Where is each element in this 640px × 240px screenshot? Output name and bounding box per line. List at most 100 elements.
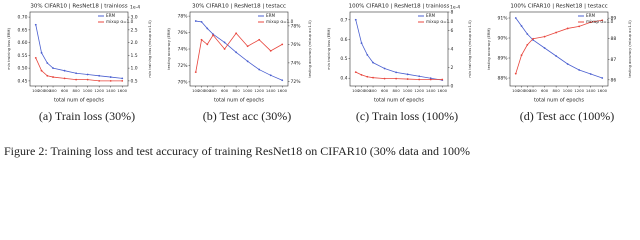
y-axis-label: min training loss (ERM) <box>7 28 11 70</box>
subcaption: (d) Test acc (100%) <box>520 109 615 123</box>
data-point <box>526 33 529 35</box>
data-point <box>589 73 592 75</box>
x-tick-label: 200 <box>358 88 366 93</box>
data-point <box>360 74 363 76</box>
data-point <box>200 38 203 41</box>
x-tick-label: 800 <box>552 88 560 93</box>
data-point <box>281 79 284 82</box>
data-point <box>543 35 546 38</box>
data-point <box>34 57 37 59</box>
series-line <box>195 20 283 81</box>
figure-caption: Figure 2: Training loss and test accurac… <box>4 144 470 158</box>
data-point <box>194 20 197 22</box>
data-point <box>589 21 592 24</box>
y2-tick-label: 87 <box>611 57 617 63</box>
data-point <box>194 71 197 74</box>
x-tick-label: 1000 <box>563 88 573 93</box>
y-tick-label: 88% <box>497 76 508 82</box>
x-tick-label: 1400 <box>266 88 276 93</box>
data-point <box>406 73 409 76</box>
data-point <box>566 63 569 65</box>
y2-tick-label: 0 <box>451 84 454 90</box>
data-point <box>34 23 37 26</box>
x-tick-label: 1600 <box>277 88 287 93</box>
x-tick-label: 300 <box>204 88 212 93</box>
y-tick-label: 0.55 <box>17 53 27 59</box>
x-tick-label: 1000 <box>403 88 413 93</box>
data-point <box>514 17 517 19</box>
x-tick-label: 1200 <box>574 88 584 93</box>
series-line <box>195 32 283 73</box>
x-tick-label: 1600 <box>117 88 127 93</box>
y-tick-label: 0.60 <box>17 40 27 46</box>
y2-tick-label: 88 <box>611 36 617 42</box>
y-tick-label: 91% <box>497 16 508 22</box>
data-point <box>395 71 398 74</box>
data-point <box>578 69 581 71</box>
plot-frame <box>29 11 129 87</box>
legend-label: ERM <box>586 13 596 18</box>
data-point <box>543 47 546 49</box>
data-point <box>63 69 66 72</box>
data-point <box>212 34 214 37</box>
chart-title: 30% CIFAR10 | ResNet18 | trainloss <box>30 4 127 10</box>
data-point <box>40 51 43 54</box>
x-tick-label: 200 <box>518 88 526 93</box>
x-tick-label: 300 <box>524 88 532 93</box>
x-tick-label: 1600 <box>597 88 607 93</box>
x-axis-label: total num of epochs <box>374 98 424 104</box>
y2-axis-label: min training loss (mixup α=1.0) <box>468 20 472 78</box>
y-tick-label: 0.65 <box>17 27 27 33</box>
y-tick-label: 74% <box>177 47 188 53</box>
y2-tick-label: 72% <box>291 79 302 85</box>
y2-tick-label: 2.0 <box>131 40 138 46</box>
data-point <box>86 78 89 81</box>
data-point <box>520 54 523 57</box>
series-line <box>355 71 443 80</box>
plot-frame <box>509 11 609 87</box>
data-point <box>429 77 432 80</box>
x-tick-label: 1200 <box>94 88 104 93</box>
x-tick-label: 100 <box>352 88 360 93</box>
data-point <box>281 43 284 46</box>
y2-offset-label: 1e-4 <box>130 5 140 11</box>
x-tick-label: 600 <box>221 88 229 93</box>
x-tick-label: 600 <box>61 88 69 93</box>
data-point <box>441 78 444 81</box>
y-axis-label: min training loss (ERM) <box>327 28 331 70</box>
data-point <box>429 78 432 81</box>
y-tick-label: 0.6 <box>340 37 347 43</box>
x-tick-label: 400 <box>369 88 377 93</box>
data-point <box>206 43 209 46</box>
x-axis-label: total num of epochs <box>534 98 584 104</box>
data-point <box>52 76 54 78</box>
legend-label: mixup α=1.0 <box>426 19 454 24</box>
chart-title: 30% CIFAR10 | ResNet18 | testacc <box>192 4 286 10</box>
y-axis-label: testing accuracy (ERM) <box>167 28 171 70</box>
data-point <box>383 77 386 80</box>
x-tick-label: 600 <box>381 88 389 93</box>
x-axis-label: total num of epochs <box>54 98 104 104</box>
y2-tick-label: 89 <box>611 16 617 22</box>
data-point <box>555 31 558 34</box>
data-point <box>98 74 101 77</box>
y-tick-label: 76% <box>177 30 188 36</box>
data-point <box>223 41 226 44</box>
y2-tick-label: 2 <box>451 65 454 71</box>
y2-axis-label: testing accuracy (mixup α=1.0) <box>628 20 632 78</box>
legend-label: mixup α=1.0 <box>266 19 294 24</box>
data-point <box>46 74 49 77</box>
y-tick-label: 0.5 <box>340 56 347 62</box>
x-tick-label: 100 <box>192 88 200 93</box>
y2-tick-label: 8 <box>451 10 454 16</box>
data-point <box>366 53 369 56</box>
y-tick-label: 90% <box>497 36 508 42</box>
x-tick-label: 1400 <box>106 88 116 93</box>
data-point <box>200 20 203 23</box>
legend-label: mixup α=1.0 <box>106 19 134 24</box>
subcaption: (a) Train loss (30%) <box>39 109 135 123</box>
data-point <box>383 67 386 70</box>
legend-label: ERM <box>426 13 436 18</box>
x-tick-label: 1200 <box>254 88 264 93</box>
data-point <box>601 77 604 79</box>
